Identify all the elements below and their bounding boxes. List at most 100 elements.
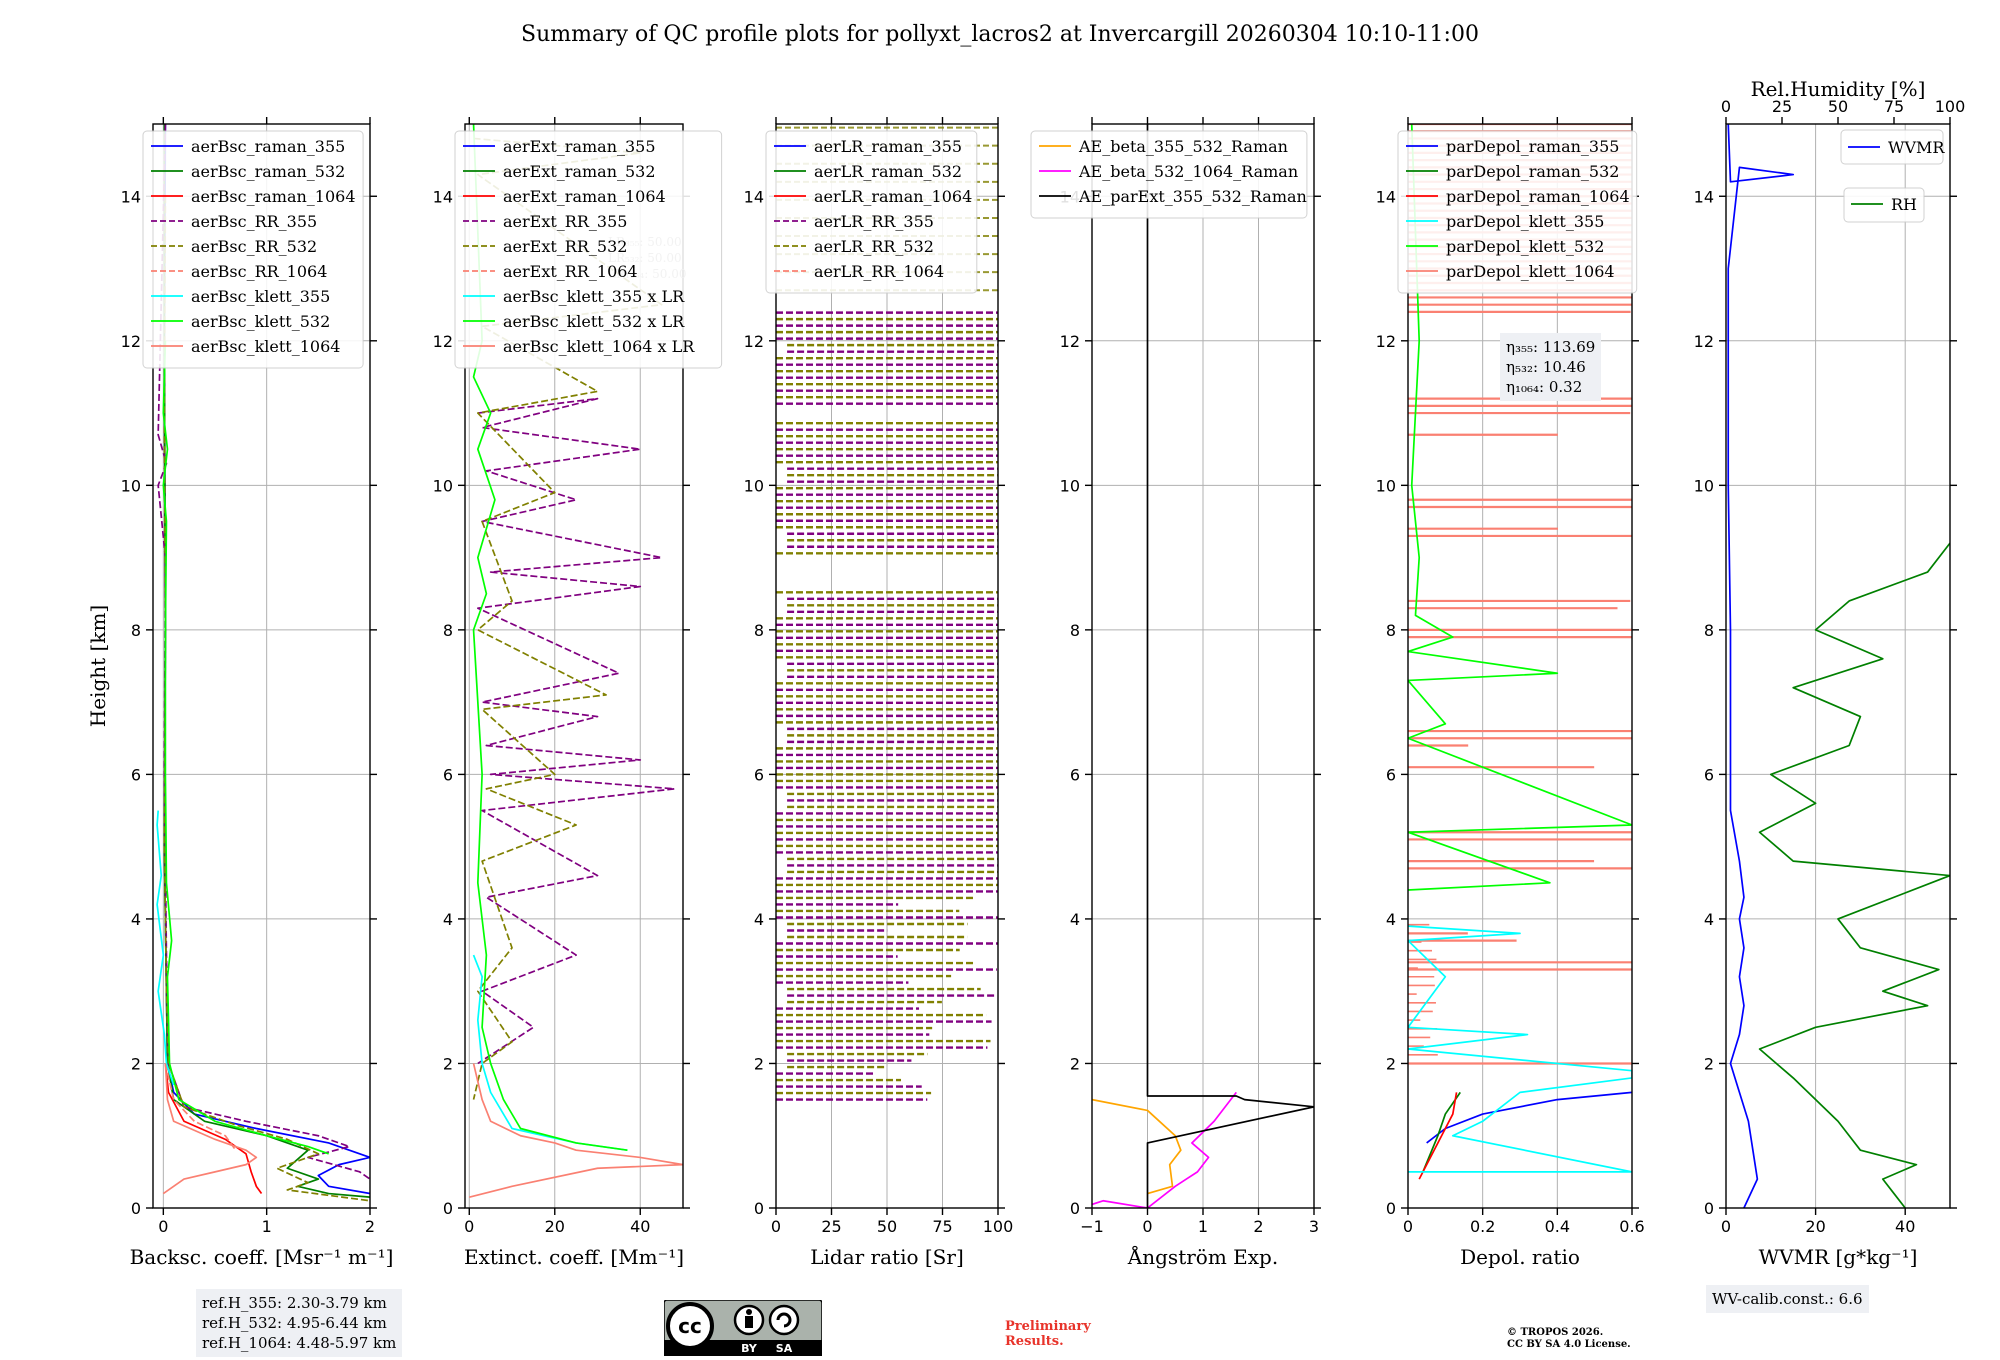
series-pardepol-raman-1064: [1418, 1092, 1458, 1180]
cc-badge-by-label: BY: [741, 1342, 758, 1355]
x-tick-label: 50: [877, 1217, 897, 1236]
legend-label: aerBsc_RR_1064: [191, 262, 327, 281]
eta-1064: η₁₀₆₄: 0.32: [1506, 378, 1583, 396]
x-tick-label: 0: [771, 1217, 781, 1236]
y-tick-label: 2: [131, 1054, 141, 1073]
y-tick-label: 0: [754, 1199, 764, 1218]
copyright-line-1: © TROPOS 2026.: [1507, 1327, 1604, 1338]
series-pardepol-klett-532: [1408, 124, 1632, 891]
eta-355: η₃₅₅: 113.69: [1506, 338, 1596, 356]
legend-label: parDepol_raman_355: [1446, 137, 1619, 156]
legend-backscatter: aerBsc_raman_355 aerBsc_raman_532 aerBsc_r…: [142, 130, 364, 369]
y-tick-label: 0: [443, 1199, 453, 1218]
series-wvmr: [1727, 124, 1795, 1208]
y-tick-label: 10: [121, 476, 141, 495]
y-tick-label: 6: [131, 765, 141, 784]
legend-box: [1397, 130, 1638, 294]
legend-label: parDepol_raman_1064: [1446, 187, 1630, 206]
series-group: [156, 124, 370, 1202]
y-tick-label: 12: [1376, 332, 1396, 351]
y-tick-label: 14: [121, 187, 141, 206]
y-tick-label: 2: [754, 1054, 764, 1073]
x-tick-label: 0: [1721, 1217, 1731, 1236]
legend-label: aerExt_raman_532: [503, 162, 656, 181]
y-tick-label: 6: [754, 765, 764, 784]
series-aerbsc-klett-355: [156, 810, 175, 1086]
legend-label: WVMR: [1888, 138, 1945, 157]
copyright-line-2: CC BY SA 4.0 License.: [1507, 1339, 1631, 1350]
x-tick-label: 75: [932, 1217, 952, 1236]
x-axis-label: Depol. ratio: [1460, 1245, 1580, 1269]
top-x-tick-label: 75: [1884, 97, 1904, 116]
legend-label: aerBsc_klett_1064: [191, 337, 340, 356]
series-aerbsc-klett-1064: [162, 1063, 258, 1195]
x-tick-label: 40: [630, 1217, 650, 1236]
y-tick-label: 4: [443, 910, 453, 929]
y-tick-label: 14: [433, 187, 453, 206]
eta-532: η₅₃₂: 10.46: [1506, 358, 1586, 376]
series-group: [469, 124, 683, 1198]
y-tick-label: 14: [744, 187, 764, 206]
lidar-ratio-bands: [776, 126, 998, 1101]
preliminary-note: Preliminary Results.: [1005, 1319, 1091, 1349]
y-tick-label: 4: [131, 910, 141, 929]
x-tick-label: 20: [545, 1217, 565, 1236]
legend-label: aerBsc_raman_355: [191, 137, 345, 156]
x-tick-label: 20: [1805, 1217, 1825, 1236]
legend-label: parDepol_klett_355: [1446, 212, 1604, 231]
y-tick-label: 8: [1070, 621, 1080, 640]
legend-label: AE_beta_532_1064_Raman: [1078, 162, 1298, 181]
wv-calibration-box: WV-calib.const.: 6.6: [1706, 1285, 1869, 1313]
top-x-tick-label: 50: [1828, 97, 1848, 116]
series-aerbsc-rr-532: [163, 196, 370, 1202]
legend-box: [454, 130, 723, 369]
series-ae-parext-355-532-raman: [1146, 124, 1314, 1208]
legend-label: aerExt_RR_532: [503, 237, 627, 256]
y-tick-label: 10: [1060, 476, 1080, 495]
y-tick-label: 14: [1376, 187, 1396, 206]
x-axis-label: Ångström Exp.: [1127, 1244, 1278, 1269]
panel-wvmr: 0 20 40 0 2 4 6 8 10 12 14 0 25 50 75 100 Rel.Humidity […: [1694, 77, 1966, 1269]
axes-frame: [464, 123, 684, 1209]
ref-height-355: ref.H_355: 2.30-3.79 km: [202, 1294, 387, 1312]
x-tick-label: 3: [1309, 1217, 1319, 1236]
ref-height-532: ref.H_532: 4.95-6.44 km: [202, 1314, 387, 1332]
legend-lidar_ratio: aerLR_raman_355 aerLR_raman_532 aerLR_rama…: [765, 130, 978, 294]
y-tick-label: 10: [744, 476, 764, 495]
series-aerbsc-klett-532: [162, 340, 329, 1155]
preliminary-line-2: Results.: [1005, 1334, 1064, 1349]
top-x-tick-label: 25: [1772, 97, 1792, 116]
legend-label: aerExt_RR_355: [503, 212, 627, 231]
y-tick-label: 8: [1386, 621, 1396, 640]
legend-label: aerBsc_raman_532: [191, 162, 345, 181]
legend-label: RH: [1891, 195, 1917, 214]
y-tick-label: 0: [1704, 1199, 1714, 1218]
series-pardepol-raman-532: [1422, 1091, 1461, 1173]
legend-label: aerExt_raman_355: [503, 137, 656, 156]
y-tick-label: 4: [754, 910, 764, 929]
x-tick-label: 0: [464, 1217, 474, 1236]
x-tick-label: 0.4: [1545, 1217, 1570, 1236]
top-axis-label: Rel.Humidity [%]: [1751, 77, 1926, 101]
y-tick-label: 10: [1376, 476, 1396, 495]
legend-label: aerLR_RR_1064: [814, 262, 944, 281]
cc-by-sa-badge: cc BY SA: [664, 1300, 822, 1356]
x-tick-label: 40: [1895, 1217, 1915, 1236]
ref-height-1064: ref.H_1064: 4.48-5.97 km: [202, 1334, 397, 1352]
x-tick-label: 100: [983, 1217, 1014, 1236]
panel-lidar_ratio: 0 25 50 75 100 0 2 4 6 8 10 12 14 Lidar ratio [Sr] aer…: [744, 117, 1014, 1269]
legend-label: aerLR_RR_355: [814, 212, 934, 231]
y-tick-label: 2: [443, 1054, 453, 1073]
series-group: [1408, 124, 1632, 1180]
y-tick-label: 8: [1704, 621, 1714, 640]
axes-frame: [152, 123, 371, 1209]
legend-label: aerExt_raman_1064: [503, 187, 666, 206]
y-tick-label: 2: [1070, 1054, 1080, 1073]
legend-label: aerBsc_klett_1064 x LR: [503, 337, 695, 356]
y-tick-label: 12: [121, 332, 141, 351]
x-tick-label: 2: [365, 1217, 375, 1236]
series-pardepol-klett-355: [1408, 925, 1632, 1173]
series-ae-beta-532-1064-raman: [1092, 1091, 1237, 1208]
